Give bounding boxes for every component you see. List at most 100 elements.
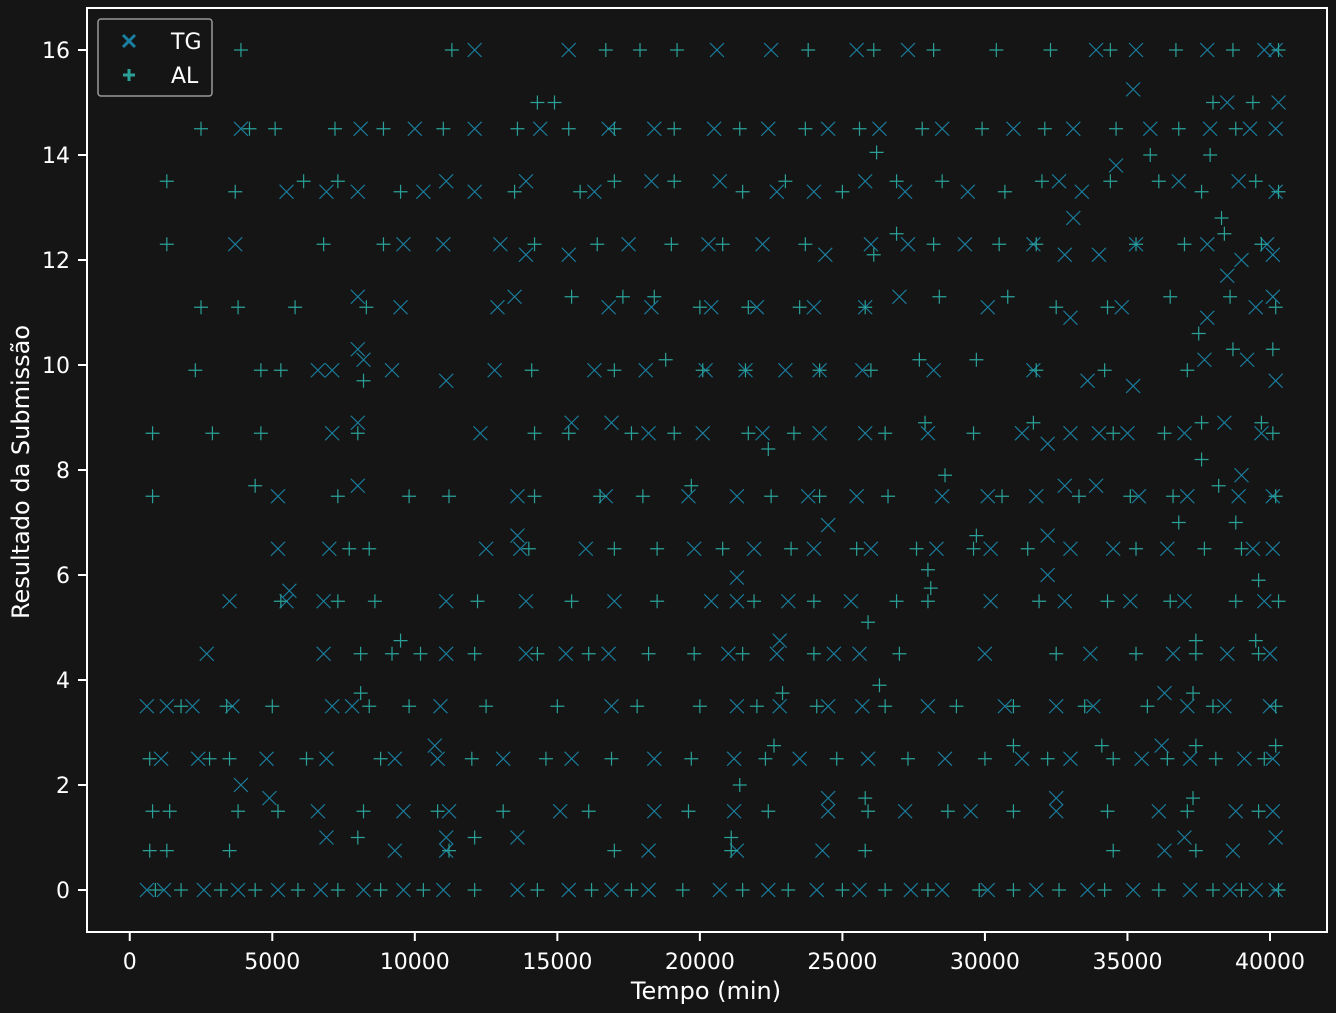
point-al xyxy=(162,804,177,819)
point-al xyxy=(581,804,596,819)
point-tg xyxy=(815,843,830,859)
point-al xyxy=(1123,489,1138,504)
point-al xyxy=(148,883,163,897)
point-al xyxy=(561,426,576,441)
y-tick-label: 4 xyxy=(56,669,70,694)
point-al xyxy=(1029,363,1044,378)
point-tg xyxy=(1051,173,1067,189)
point-al xyxy=(1271,594,1286,609)
point-al xyxy=(573,184,588,199)
point-tg xyxy=(1265,247,1281,263)
point-tg xyxy=(712,173,728,189)
point-al xyxy=(741,426,756,441)
point-al xyxy=(809,699,824,714)
point-tg xyxy=(230,882,246,898)
point-tg xyxy=(510,882,525,898)
point-al xyxy=(1040,751,1055,766)
point-tg xyxy=(720,646,736,662)
point-al xyxy=(918,415,933,430)
point-tg xyxy=(1248,299,1264,315)
y-tick-label: 8 xyxy=(56,459,70,484)
point-al xyxy=(1151,174,1166,189)
point-tg xyxy=(259,751,275,767)
point-tg xyxy=(433,698,448,714)
point-al xyxy=(1106,751,1121,766)
point-al xyxy=(1163,594,1178,609)
point-al xyxy=(1180,804,1195,819)
point-tg xyxy=(695,425,711,441)
point-tg xyxy=(1105,541,1121,557)
point-tg xyxy=(604,415,619,431)
point-tg xyxy=(760,882,776,898)
point-al xyxy=(920,883,935,897)
point-tg xyxy=(606,593,622,609)
point-tg xyxy=(578,541,594,557)
point-al xyxy=(732,778,747,792)
data-marks xyxy=(139,42,1286,898)
point-al xyxy=(1103,174,1118,189)
point-tg xyxy=(1271,95,1286,110)
point-al xyxy=(1214,211,1229,225)
point-tg xyxy=(353,121,369,137)
point-tg xyxy=(746,541,762,557)
point-tg xyxy=(1157,685,1172,701)
point-al xyxy=(641,646,656,661)
point-tg xyxy=(1065,210,1081,226)
point-al xyxy=(775,686,790,701)
point-al xyxy=(584,883,599,897)
point-al xyxy=(670,43,685,57)
point-tg xyxy=(270,541,286,557)
point-tg xyxy=(319,751,334,767)
point-al xyxy=(436,121,451,136)
point-al xyxy=(684,751,699,766)
point-al xyxy=(872,678,887,693)
point-al xyxy=(547,95,562,110)
point-tg xyxy=(350,341,366,357)
point-tg xyxy=(1177,425,1192,441)
point-tg xyxy=(1197,352,1212,368)
point-tg xyxy=(755,236,771,252)
point-tg xyxy=(872,121,887,137)
point-al xyxy=(527,426,542,441)
point-tg xyxy=(586,184,602,200)
point-al xyxy=(1228,594,1243,609)
point-tg xyxy=(324,698,340,714)
x-axis-label: Tempo (min) xyxy=(630,977,781,1005)
point-al xyxy=(530,883,545,897)
point-al xyxy=(1254,415,1269,430)
point-tg xyxy=(350,478,366,494)
point-al xyxy=(273,594,288,609)
point-al xyxy=(393,184,408,199)
point-al xyxy=(1100,300,1115,315)
point-al xyxy=(724,843,739,858)
point-tg xyxy=(321,541,337,557)
point-tg xyxy=(1057,247,1073,263)
point-tg xyxy=(558,646,574,662)
point-tg xyxy=(518,646,534,662)
point-tg xyxy=(233,121,249,137)
point-tg xyxy=(492,236,508,252)
point-tg xyxy=(1177,830,1192,845)
point-al xyxy=(145,489,160,504)
point-tg xyxy=(729,593,745,609)
point-al xyxy=(1097,363,1112,378)
point-tg xyxy=(430,751,446,767)
point-al xyxy=(253,363,268,378)
point-tg xyxy=(820,698,836,714)
point-al xyxy=(248,478,263,493)
point-al xyxy=(1271,184,1286,199)
point-tg xyxy=(903,882,919,898)
point-al xyxy=(376,121,391,136)
point-tg xyxy=(438,646,454,662)
point-al xyxy=(607,843,622,858)
point-tg xyxy=(1228,803,1244,819)
point-tg xyxy=(934,121,950,137)
point-tg xyxy=(780,593,796,609)
point-tg xyxy=(393,299,408,315)
point-al xyxy=(635,489,650,504)
point-tg xyxy=(1085,698,1101,714)
x-tick-label: 20000 xyxy=(665,950,735,975)
point-al xyxy=(145,804,160,819)
point-tg xyxy=(1182,882,1198,898)
point-tg xyxy=(1134,751,1150,767)
